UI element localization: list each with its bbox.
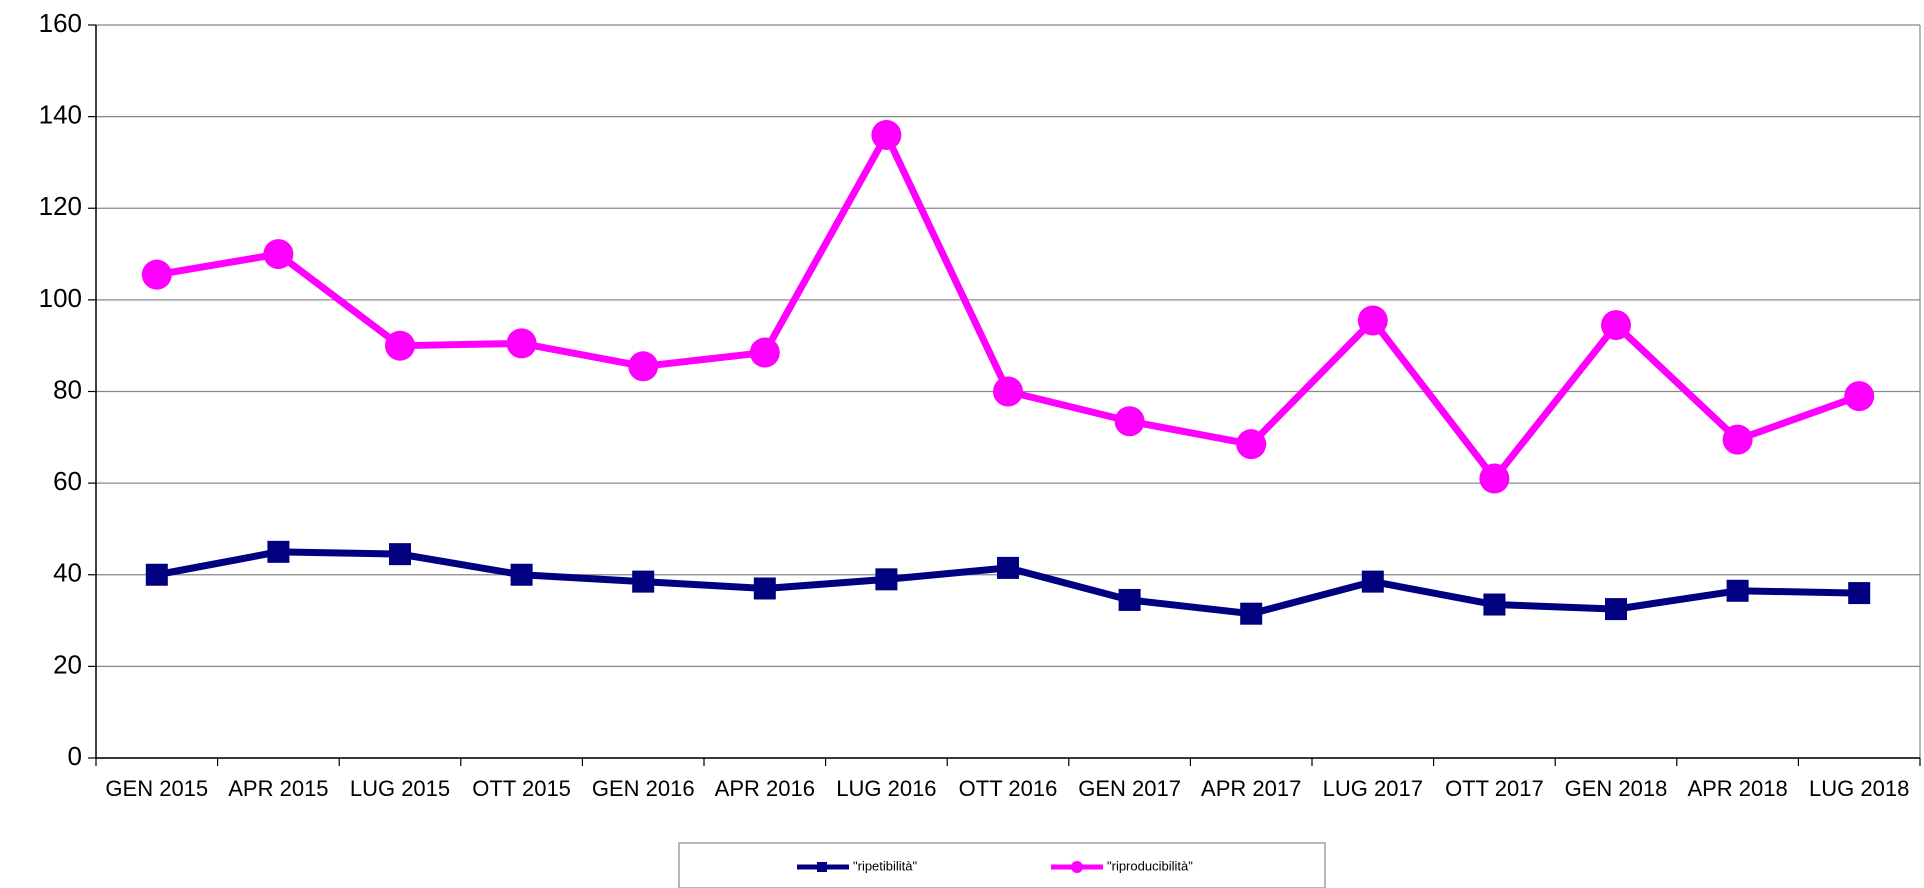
y-tick-label: 0 (68, 741, 82, 771)
y-tick-label: 100 (39, 283, 82, 313)
x-tick-label: GEN 2018 (1565, 776, 1668, 801)
marker (141, 259, 172, 290)
marker (632, 570, 655, 593)
marker (1114, 406, 1145, 437)
marker (1479, 463, 1510, 494)
y-tick-label: 40 (53, 558, 82, 588)
marker (1601, 310, 1631, 341)
x-tick-label: LUG 2018 (1809, 776, 1909, 801)
x-tick-label: GEN 2016 (592, 776, 695, 801)
legend-marker (1071, 861, 1083, 873)
marker (993, 376, 1023, 407)
marker (871, 119, 902, 150)
marker (1240, 602, 1263, 625)
marker (1357, 305, 1388, 336)
y-tick-label: 120 (39, 191, 82, 221)
marker (389, 543, 411, 566)
marker (1483, 593, 1506, 616)
marker (1726, 579, 1749, 602)
x-tick-label: LUG 2017 (1323, 776, 1423, 801)
x-tick-label: APR 2018 (1687, 776, 1787, 801)
x-tick-label: OTT 2016 (959, 776, 1058, 801)
x-tick-label: GEN 2015 (105, 776, 208, 801)
legend-box (678, 842, 1326, 888)
x-tick-label: APR 2015 (228, 776, 328, 801)
marker (875, 568, 898, 591)
y-tick-label: 160 (39, 8, 82, 38)
y-tick-label: 20 (53, 649, 82, 679)
y-tick-label: 140 (39, 100, 82, 130)
series-line (156, 131, 1861, 483)
legend-marker (817, 862, 827, 872)
marker (1848, 582, 1871, 605)
marker (510, 563, 533, 586)
x-tick-label: OTT 2015 (472, 776, 571, 801)
x-tick-label: APR 2016 (715, 776, 815, 801)
marker (145, 563, 168, 586)
x-tick-label: LUG 2016 (836, 776, 936, 801)
y-tick-label: 60 (53, 466, 82, 496)
marker (1605, 598, 1627, 621)
y-tick-label: 80 (53, 374, 82, 404)
marker (385, 330, 415, 361)
marker (753, 577, 776, 600)
x-tick-label: APR 2017 (1201, 776, 1301, 801)
marker (1722, 424, 1753, 455)
marker (1118, 588, 1141, 611)
x-tick-label: OTT 2017 (1445, 776, 1544, 801)
marker (628, 351, 659, 382)
x-tick-label: LUG 2015 (350, 776, 450, 801)
legend-label: "ripetibilità" (853, 858, 918, 873)
marker (1844, 381, 1875, 412)
marker (1236, 429, 1267, 460)
x-tick-label: GEN 2017 (1078, 776, 1181, 801)
legend-label: "riproducibilità" (1107, 858, 1193, 873)
marker (749, 337, 780, 368)
marker (997, 556, 1019, 579)
marker (267, 540, 290, 563)
marker (263, 239, 294, 270)
marker (1361, 570, 1384, 593)
marker (506, 328, 537, 359)
